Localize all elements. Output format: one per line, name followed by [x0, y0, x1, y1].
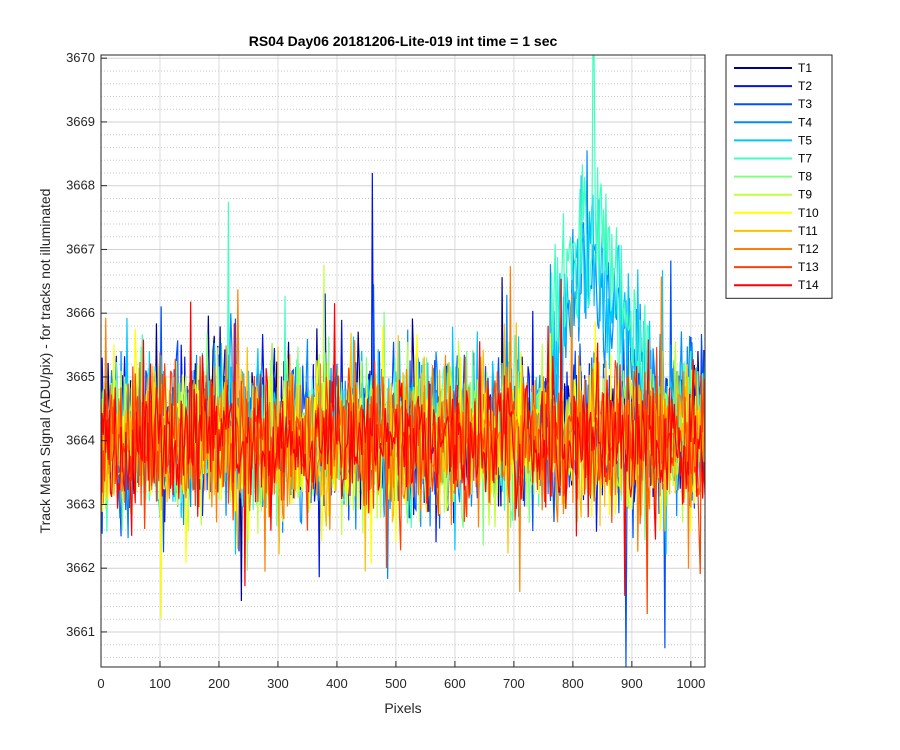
- y-tick-label: 3665: [66, 369, 95, 384]
- x-tick-label: 600: [444, 676, 466, 691]
- y-tick-label: 3664: [66, 433, 95, 448]
- y-tick-label: 3668: [66, 178, 95, 193]
- x-tick-label: 0: [97, 676, 104, 691]
- legend-label-t8: T8: [798, 170, 812, 184]
- x-tick-label: 400: [326, 676, 348, 691]
- y-tick-label: 3663: [66, 496, 95, 511]
- legend-label-t5: T5: [798, 133, 812, 147]
- legend-label-t14: T14: [798, 278, 819, 292]
- y-tick-label: 3661: [66, 624, 95, 639]
- legend-label-t13: T13: [798, 260, 819, 274]
- x-tick-label: 1000: [676, 676, 705, 691]
- y-axis-label: Track Mean Signal (ADU/pix) - for tracks…: [37, 189, 53, 534]
- x-tick-label: 700: [503, 676, 525, 691]
- legend-label-t7: T7: [798, 152, 812, 166]
- legend-label-t1: T1: [798, 61, 812, 75]
- legend-label-t4: T4: [798, 115, 812, 129]
- x-tick-label: 900: [621, 676, 643, 691]
- x-tick-label: 200: [208, 676, 230, 691]
- series-line-t14: [101, 278, 705, 596]
- y-tick-label: 3670: [66, 50, 95, 65]
- y-tick-label: 3666: [66, 305, 95, 320]
- y-tick-label: 3662: [66, 560, 95, 575]
- x-tick-label: 100: [149, 676, 171, 691]
- series-group: [101, 55, 705, 667]
- legend: T1 T2 T3 T4 T5 T7 T8 T9 T10 T11 T12 T13 T14: [725, 54, 833, 299]
- axes-box: [100, 54, 706, 668]
- y-tick-label: 3667: [66, 241, 95, 256]
- chart-title: RS04 Day06 20181206-Lite-019 int time = …: [249, 33, 558, 49]
- legend-label-t11: T11: [798, 224, 818, 238]
- ticks: 0 100 200 300 400 500 600 700 800 900 1000 3661 3662…: [66, 50, 705, 691]
- legend-label-t2: T2: [798, 79, 812, 93]
- x-tick-label: 300: [267, 676, 289, 691]
- x-tick-label: 800: [562, 676, 584, 691]
- x-axis-label: Pixels: [384, 700, 421, 716]
- legend-label-t3: T3: [798, 97, 812, 111]
- legend-label-t9: T9: [798, 188, 812, 202]
- legend-label-t12: T12: [798, 242, 819, 256]
- x-tick-label: 500: [385, 676, 407, 691]
- legend-label-t10: T10: [798, 206, 819, 220]
- y-tick-label: 3669: [66, 114, 95, 129]
